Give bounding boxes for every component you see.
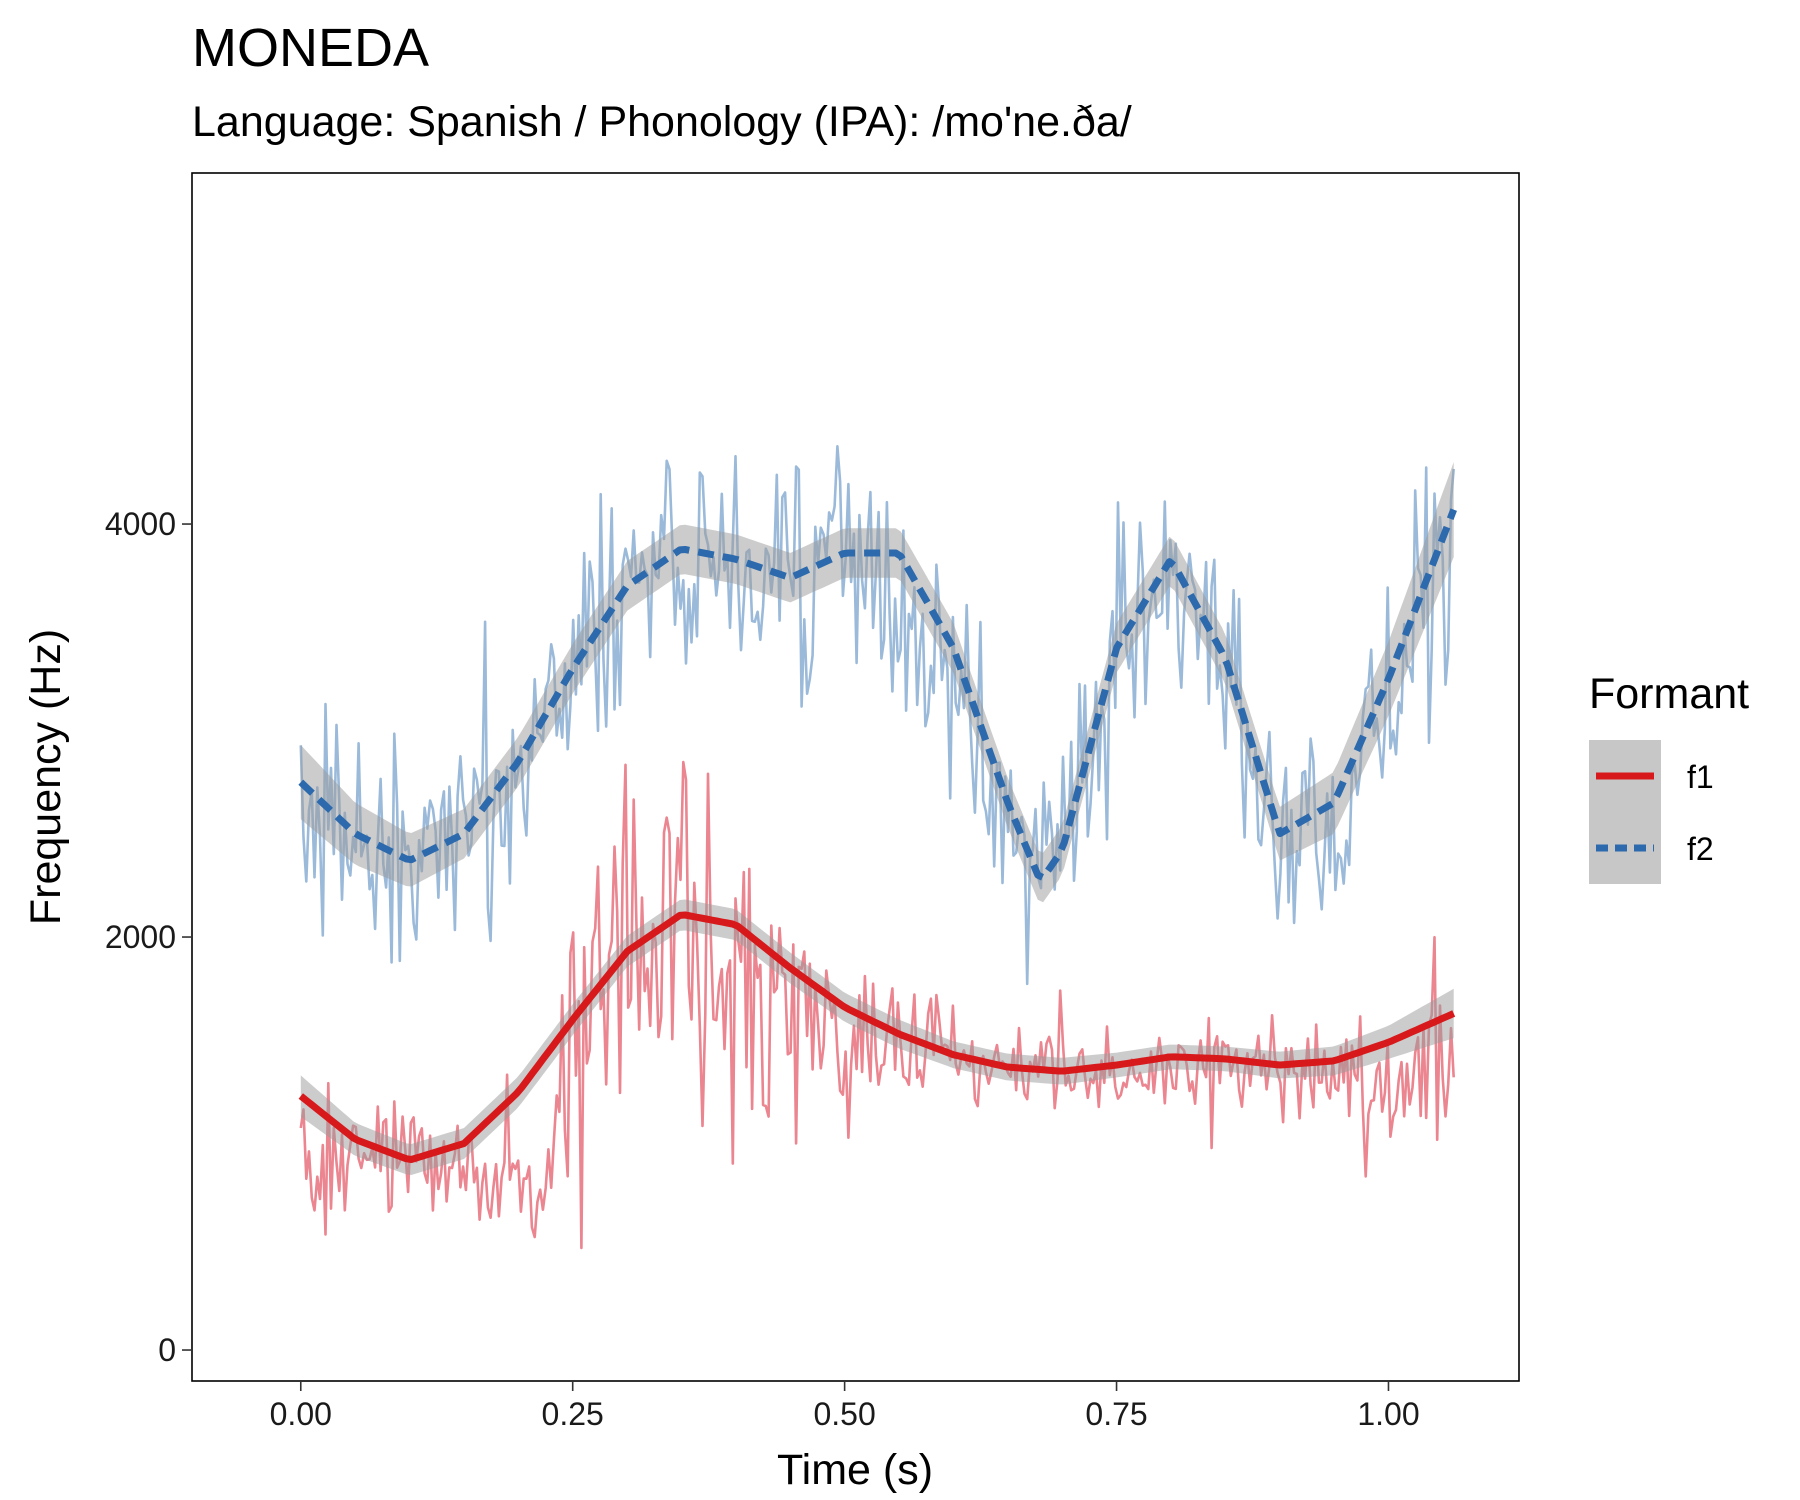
x-axis: 0.00 0.25 0.50 0.75 1.00: [270, 1381, 1420, 1432]
y-tick-label: 4000: [105, 506, 176, 542]
x-tick-label: 0.50: [813, 1396, 875, 1432]
y-axis-title: Frequency (Hz): [22, 629, 70, 925]
y-tick-label: 0: [158, 1332, 176, 1368]
y-tick-label: 2000: [105, 919, 176, 955]
smooth-lines: [298, 508, 1457, 1163]
y-axis: 0 2000 4000: [105, 506, 192, 1368]
smooth-line-f2: [298, 508, 1457, 881]
x-tick-label: 0.00: [270, 1396, 332, 1432]
legend: Formant f1 f2: [1589, 670, 1749, 884]
legend-title: Formant: [1589, 670, 1749, 718]
x-axis-title: Time (s): [777, 1446, 933, 1494]
legend-label-f2: f2: [1687, 831, 1714, 867]
x-tick-label: 0.25: [542, 1396, 604, 1432]
legend-label-f1: f1: [1687, 759, 1714, 795]
confidence-band-f1: [300, 899, 1454, 1175]
chart-subtitle: Language: Spanish / Phonology (IPA): /mo…: [192, 98, 1132, 146]
chart-title: MONEDA: [192, 18, 429, 78]
confidence-bands: [300, 462, 1454, 1175]
plot-panel-border: [191, 172, 1520, 1382]
raw-trace-f2: [299, 444, 1455, 986]
x-tick-label: 0.75: [1085, 1396, 1147, 1432]
x-tick-label: 1.00: [1357, 1396, 1419, 1432]
confidence-band-f2: [300, 462, 1454, 903]
smooth-line-f1: [298, 911, 1456, 1163]
